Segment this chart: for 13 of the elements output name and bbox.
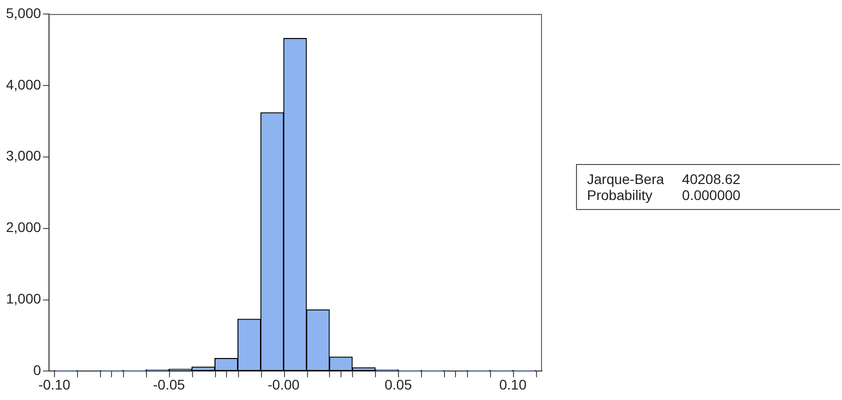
y-tick-label: 1,000 — [6, 290, 42, 307]
y-tick-label: 2,000 — [6, 219, 42, 236]
x-tick-label: 0.10 — [499, 376, 527, 392]
x-tick-label: -0.00 — [268, 376, 300, 392]
y-tick-label: 0 — [33, 362, 42, 378]
x-tick-label: -0.05 — [152, 376, 186, 392]
y-tick-label: 3,000 — [6, 148, 42, 164]
x-tick-label: 0.05 — [384, 376, 412, 392]
text: Jarque-Bera 40208.62 — [587, 171, 740, 187]
text: Probability 0.000000 — [587, 187, 740, 203]
y-tick-label: 4,000 — [6, 76, 42, 92]
x-tick-label: -0.10 — [38, 376, 70, 392]
y-tick-label: 5,000 — [6, 4, 42, 21]
